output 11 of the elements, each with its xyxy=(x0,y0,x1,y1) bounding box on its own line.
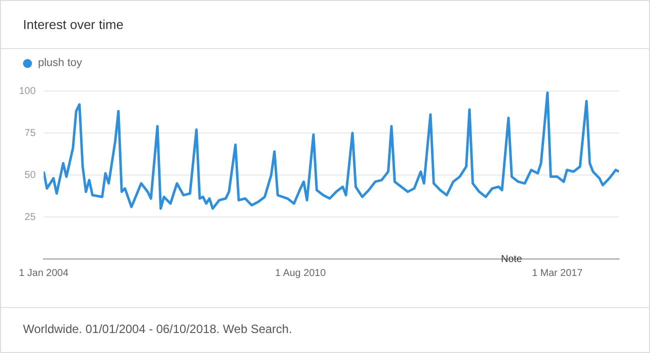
text: Worldwide. 01/01/2004 - 06/10/2018. Web Search. xyxy=(23,322,292,336)
y-tick-label: 25 xyxy=(24,212,36,223)
chart-title: Interest over time xyxy=(23,17,124,32)
x-tick-label: 1 Mar 2017 xyxy=(532,268,583,279)
y-tick-label: 50 xyxy=(24,170,36,181)
y-tick-label: 100 xyxy=(18,86,36,97)
x-tick-label: 1 Aug 2010 xyxy=(275,268,326,279)
y-tick-label: 75 xyxy=(24,128,36,139)
x-tick-label: 1 Jan 2004 xyxy=(18,268,69,279)
annotation: Note xyxy=(501,254,522,265)
legend-label: plush toy xyxy=(37,57,82,69)
